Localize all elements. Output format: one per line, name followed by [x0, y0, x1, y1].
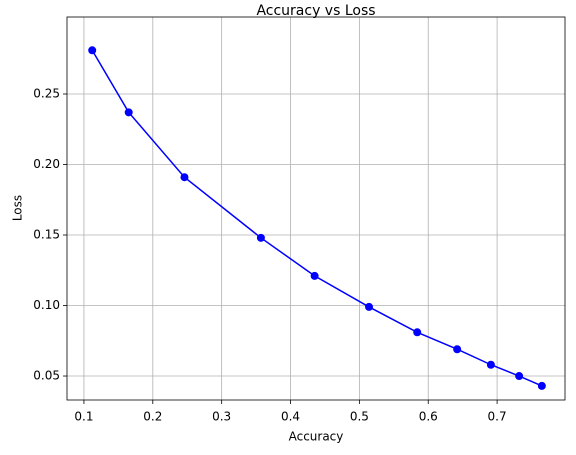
x-tick-label: 0.3 — [212, 410, 231, 424]
x-axis-label: Accuracy — [289, 430, 344, 444]
data-point — [486, 360, 495, 369]
y-tick-label: 0.10 — [33, 298, 60, 312]
x-tick-label: 0.1 — [74, 410, 93, 424]
y-tick-label: 0.05 — [33, 369, 60, 383]
plot-frame — [66, 16, 566, 401]
y-tick-label: 0.25 — [33, 86, 60, 100]
data-point — [515, 372, 524, 381]
data-point — [537, 381, 546, 390]
data-point — [88, 46, 97, 55]
y-tick-label: 0.20 — [33, 157, 60, 171]
data-point — [365, 302, 374, 311]
x-tick-label: 0.6 — [419, 410, 438, 424]
data-point — [124, 108, 133, 117]
x-tick-label: 0.7 — [488, 410, 507, 424]
x-tick-label: 0.4 — [281, 410, 300, 424]
data-point — [256, 233, 265, 242]
chart-title: Accuracy vs Loss — [256, 3, 375, 19]
data-point — [413, 328, 422, 337]
data-point — [453, 345, 462, 354]
x-tick-label: 0.2 — [143, 410, 162, 424]
x-tick-label: 0.5 — [350, 410, 369, 424]
y-axis-label: Loss — [11, 195, 25, 221]
y-tick-label: 0.15 — [33, 228, 60, 242]
data-point — [310, 271, 319, 280]
data-point — [180, 173, 189, 182]
data-line — [91, 49, 543, 387]
